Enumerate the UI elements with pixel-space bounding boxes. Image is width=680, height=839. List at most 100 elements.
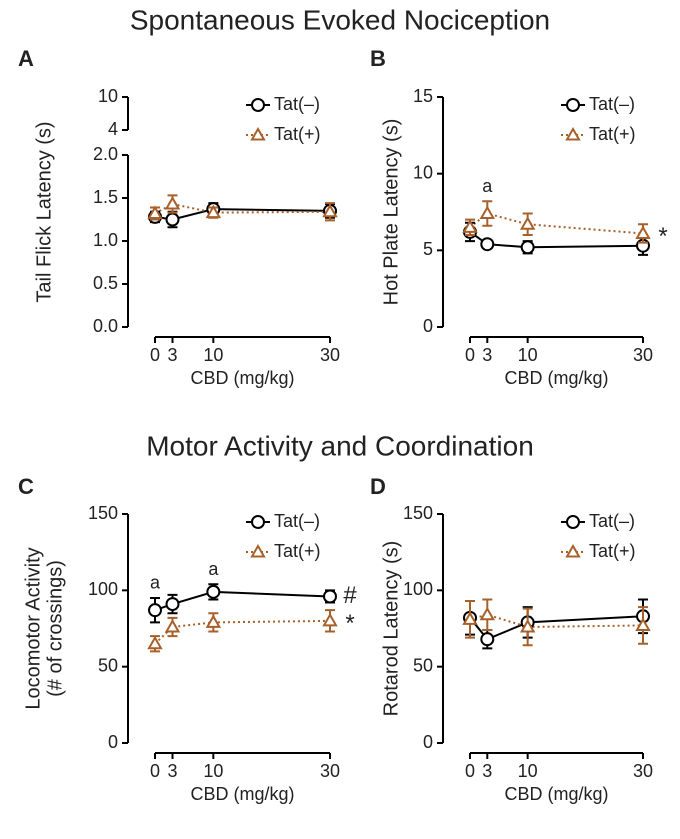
significance-note: * — [658, 223, 667, 250]
marker — [479, 606, 496, 621]
legend-label: Tat(+) — [274, 124, 321, 144]
x-tick-label: 10 — [203, 345, 223, 365]
y-tick-label: 1.0 — [93, 230, 118, 250]
marker — [206, 584, 221, 599]
x-axis-label: CBD (mg/kg) — [190, 368, 294, 388]
x-tick-label: 30 — [320, 761, 340, 781]
y-tick-label: 1.5 — [93, 187, 118, 207]
y-axis-label: Hot Plate Latency (s) — [380, 119, 402, 306]
marker — [480, 237, 495, 252]
legend-label: Tat(+) — [589, 541, 636, 561]
x-tick-label: 0 — [465, 761, 475, 781]
y-axis-label: Rotarod Latency (s) — [380, 541, 402, 717]
marker — [520, 240, 535, 255]
marker — [323, 589, 337, 604]
marker — [635, 225, 651, 239]
y-tick-label: 2.0 — [93, 144, 118, 164]
point-note: a — [482, 176, 493, 196]
legend-marker — [250, 126, 266, 141]
marker — [147, 205, 163, 219]
x-tick-label: 30 — [633, 345, 653, 365]
x-tick-label: 0 — [150, 761, 160, 781]
legend-label: Tat(+) — [274, 541, 321, 561]
y-tick-label: 4 — [108, 119, 118, 139]
marker — [148, 603, 162, 618]
marker — [462, 219, 478, 233]
x-tick-label: 3 — [167, 345, 177, 365]
y-tick-label: 0 — [423, 316, 433, 336]
marker — [165, 212, 180, 227]
legend-marker — [565, 543, 581, 558]
legend-label: Tat(–) — [589, 511, 635, 531]
marker — [519, 216, 536, 230]
x-tick-label: 10 — [518, 761, 538, 781]
legend-marker — [566, 515, 580, 529]
legend-marker — [250, 543, 266, 558]
y-tick-label: 150 — [403, 503, 433, 523]
series-line — [154, 208, 331, 221]
marker — [635, 617, 651, 631]
marker — [164, 618, 181, 633]
y-tick-label: 15 — [413, 86, 433, 106]
legend-marker — [251, 98, 265, 112]
point-note: a — [208, 559, 219, 579]
y-tick-label: 100 — [88, 579, 118, 599]
marker — [164, 196, 181, 210]
series-line — [154, 202, 331, 215]
x-axis-label: CBD (mg/kg) — [504, 784, 608, 804]
section-heading: Motor Activity and Coordination — [146, 430, 534, 461]
series-line — [469, 231, 644, 249]
marker — [147, 635, 163, 650]
x-tick-label: 3 — [167, 761, 177, 781]
y-tick-label: 10 — [413, 162, 433, 182]
marker — [322, 203, 338, 218]
marker — [205, 204, 222, 219]
y-axis-label: Tail Flick Latency (s) — [33, 121, 55, 302]
y-axis-label: Locomotor Activity — [22, 547, 44, 709]
significance-note: * — [345, 610, 354, 637]
section-heading: Spontaneous Evoked Nociception — [130, 4, 550, 35]
y-tick-label: 5 — [423, 239, 433, 259]
panel-letter: A — [18, 46, 34, 71]
y-tick-label: 10 — [98, 86, 118, 106]
panel-letter: B — [370, 46, 386, 71]
legend-label: Tat(–) — [274, 511, 320, 531]
legend-label: Tat(–) — [274, 94, 320, 114]
x-tick-label: 0 — [150, 345, 160, 365]
legend-marker — [566, 98, 580, 112]
marker — [322, 612, 338, 627]
y-tick-label: 0.5 — [93, 273, 118, 293]
marker — [205, 614, 222, 628]
series-line — [469, 212, 644, 235]
x-tick-label: 3 — [482, 761, 492, 781]
x-axis-label: CBD (mg/kg) — [504, 368, 608, 388]
y-tick-label: 0 — [108, 732, 118, 752]
marker — [165, 597, 180, 612]
panel-letter: C — [18, 474, 34, 499]
marker — [519, 618, 536, 633]
y-tick-label: 0 — [423, 732, 433, 752]
legend-label: Tat(+) — [589, 124, 636, 144]
legend-marker — [251, 515, 265, 529]
legend-marker — [565, 126, 581, 141]
series-line — [469, 615, 644, 641]
x-axis-label: CBD (mg/kg) — [190, 784, 294, 804]
x-tick-label: 10 — [203, 761, 223, 781]
y-tick-label: 50 — [413, 655, 433, 675]
marker — [462, 611, 478, 625]
x-tick-label: 0 — [465, 345, 475, 365]
marker — [479, 205, 496, 220]
y-tick-label: 50 — [98, 655, 118, 675]
x-tick-label: 30 — [633, 761, 653, 781]
x-tick-label: 3 — [482, 345, 492, 365]
legend-label: Tat(–) — [589, 94, 635, 114]
significance-note: # — [343, 582, 357, 609]
series-line — [154, 619, 331, 645]
marker — [480, 632, 495, 647]
y-tick-label: 100 — [403, 579, 433, 599]
series-line — [154, 590, 331, 612]
y-axis-label: (# of crossings) — [44, 560, 66, 697]
panel-letter: D — [370, 474, 386, 499]
x-tick-label: 10 — [518, 345, 538, 365]
